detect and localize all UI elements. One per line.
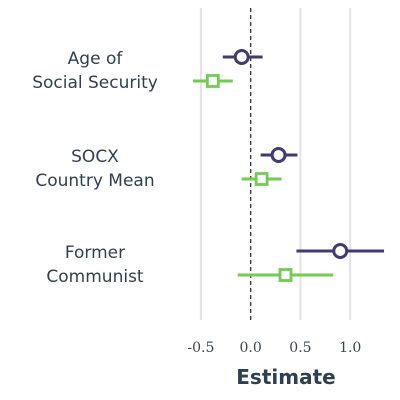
estimate-point (332, 243, 349, 259)
category-label: Age of (68, 49, 124, 69)
category-label: SOCX (71, 147, 119, 167)
x-tick-label: 0.5 (289, 340, 311, 356)
category-labels: Age of Social Security SOCX Country Mean For… (32, 49, 158, 287)
estimate-point (270, 147, 287, 163)
category-label: Former (65, 243, 125, 263)
x-tick-label: 1.0 (339, 340, 361, 356)
x-axis-title: Estimate (236, 365, 335, 389)
x-tick-label: -0.5 (187, 340, 214, 356)
estimate-point (254, 172, 269, 186)
x-tick-labels: -0.5 0.0 0.5 1.0 (187, 340, 361, 356)
series-marks (192, 49, 385, 282)
category-label: Social Security (32, 73, 158, 93)
estimate-point (278, 268, 293, 282)
x-tick-label: 0.0 (240, 340, 262, 356)
category-label: Country Mean (35, 171, 154, 191)
estimate-point (205, 74, 220, 88)
grid-lines (199, 8, 352, 320)
estimate-point (233, 49, 250, 65)
category-label: Communist (46, 267, 144, 287)
